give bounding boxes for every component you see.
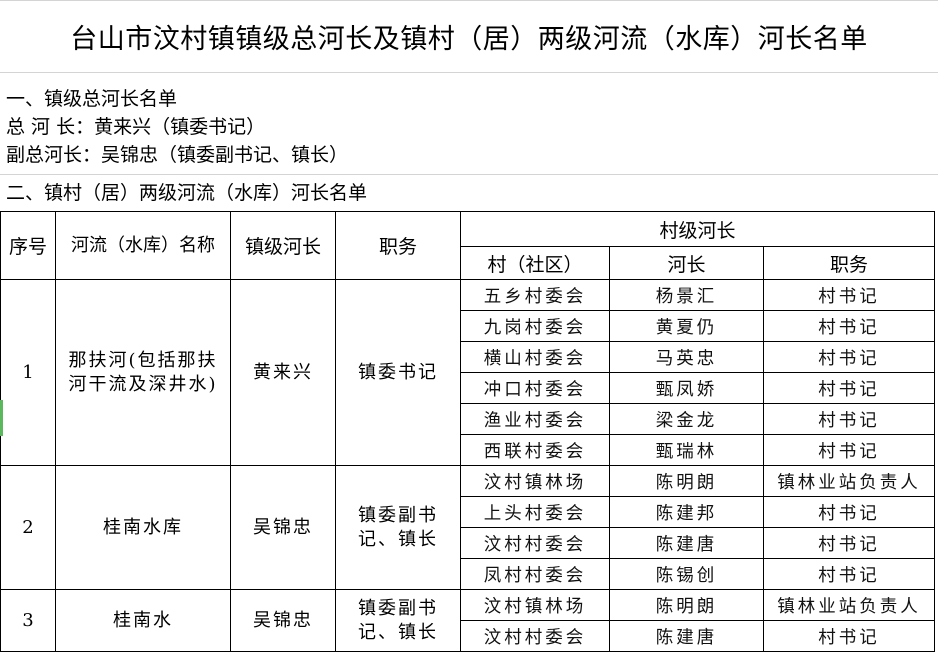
sheet-edge-marker [0,400,3,436]
seq-cell: 1 [0,279,56,466]
river-cell: 桂南水 [55,589,231,652]
village-position-cell: 村书记 [763,372,935,404]
village-chief-cell: 杨景汇 [609,279,764,311]
village-chief-cell: 黄夏仍 [609,310,764,342]
river-cell: 桂南水库 [55,465,231,590]
village-cell: 冲口村委会 [460,372,610,404]
position-cell: 镇委副书记、镇长 [335,589,461,652]
village-cell: 凤村村委会 [460,558,610,590]
village-cell: 渔业村委会 [460,403,610,435]
village-position-cell: 村书记 [763,310,935,342]
village-cell: 汶村村委会 [460,527,610,559]
table-row: 西联村委会 甄瑞林 村书记 [1,434,935,466]
table-row: 上头村委会 陈建邦 村书记 [1,496,935,528]
seq-cell: 3 [0,589,56,652]
village-chief-cell: 陈建邦 [609,496,764,528]
village-cell: 汶村镇林场 [460,589,610,621]
header-seq: 序号 [0,211,56,280]
seq-cell: 2 [0,465,56,590]
table-row: 冲口村委会 甄凤娇 村书记 [1,372,935,404]
position-cell: 镇委副书记、镇长 [335,465,461,590]
village-cell: 汶村镇林场 [460,465,610,497]
table-row: 凤村村委会 陈锡创 村书记 [1,558,935,590]
village-cell: 横山村委会 [460,341,610,373]
table-row: 1 那扶河(包括那扶河干流及深井水) 黄来兴 镇委书记 五乡村委会 杨景汇 村书记 [0,279,935,466]
village-cell: 汶村村委会 [460,620,610,652]
header-village: 村（社区） [460,246,610,280]
village-position-cell: 村书记 [763,496,935,528]
table-row: 汶村村委会 陈建唐 村书记 [1,620,935,652]
position-cell: 镇委书记 [335,279,461,466]
river-cell: 那扶河(包括那扶河干流及深井水) [55,279,231,466]
section2-heading: 二、镇村（居）两级河流（水库）河长名单 [6,182,368,204]
table-row: 九岗村委会 黄夏仍 村书记 [1,310,935,342]
table-row: 3 桂南水 吴锦忠 镇委副书记、镇长 汶村镇林场 陈明朗 镇林业站负责人 [0,589,935,652]
village-position-cell: 镇林业站负责人 [763,465,935,497]
village-chief-cell: 陈明朗 [609,589,764,621]
town-chief-cell: 吴锦忠 [230,589,336,652]
table-row: 渔业村委会 梁金龙 村书记 [1,403,935,435]
village-chief-cell: 甄凤娇 [609,372,764,404]
village-position-cell: 村书记 [763,279,935,311]
village-position-cell: 镇林业站负责人 [763,589,935,621]
village-position-cell: 村书记 [763,558,935,590]
deputy-river-leader: 副总河长：吴锦忠（镇委副书记、镇长） [6,144,349,166]
village-position-cell: 村书记 [763,434,935,466]
village-cell: 九岗村委会 [460,310,610,342]
village-position-cell: 村书记 [763,620,935,652]
section1-heading: 一、镇级总河长名单 [6,88,178,110]
header-river: 河流（水库）名称 [55,211,231,280]
village-position-cell: 村书记 [763,341,935,373]
village-chief-cell: 陈锡创 [609,558,764,590]
village-position-cell: 村书记 [763,527,935,559]
village-chief-cell: 陈明朗 [609,465,764,497]
header-village-group: 村级河长 [460,211,935,247]
town-chief-cell: 吴锦忠 [230,465,336,590]
header-town-chief: 镇级河长 [230,211,336,280]
village-cell: 上头村委会 [460,496,610,528]
table-row: 汶村村委会 陈建唐 村书记 [1,527,935,559]
river-chief-table: 序号 河流（水库）名称 镇级河长 职务 村级河长 村（社区） 河长 职务 1 那扶… [0,211,935,652]
village-chief-cell: 陈建唐 [609,620,764,652]
village-chief-cell: 马英忠 [609,341,764,373]
town-chief-section: 一、镇级总河长名单 总 河 长：黄来兴（镇委书记） 副总河长：吴锦忠（镇委副书记… [0,73,938,175]
document-title: 台山市汶村镇镇级总河长及镇村（居）两级河流（水库）河长名单 [0,0,938,73]
village-chief-cell: 梁金龙 [609,403,764,435]
town-chief-cell: 黄来兴 [230,279,336,466]
village-position-cell: 村书记 [763,403,935,435]
header-position: 职务 [335,211,461,280]
chief-river-leader: 总 河 长：黄来兴（镇委书记） [6,116,266,138]
header-village-chief: 河长 [609,246,764,280]
village-cell: 五乡村委会 [460,279,610,311]
village-chief-cell: 陈建唐 [609,527,764,559]
header-village-position: 职务 [763,246,935,280]
table-row: 2 桂南水库 吴锦忠 镇委副书记、镇长 汶村镇林场 陈明朗 镇林业站负责人 [0,465,935,590]
village-chief-cell: 甄瑞林 [609,434,764,466]
village-cell: 西联村委会 [460,434,610,466]
table-row: 横山村委会 马英忠 村书记 [1,341,935,373]
